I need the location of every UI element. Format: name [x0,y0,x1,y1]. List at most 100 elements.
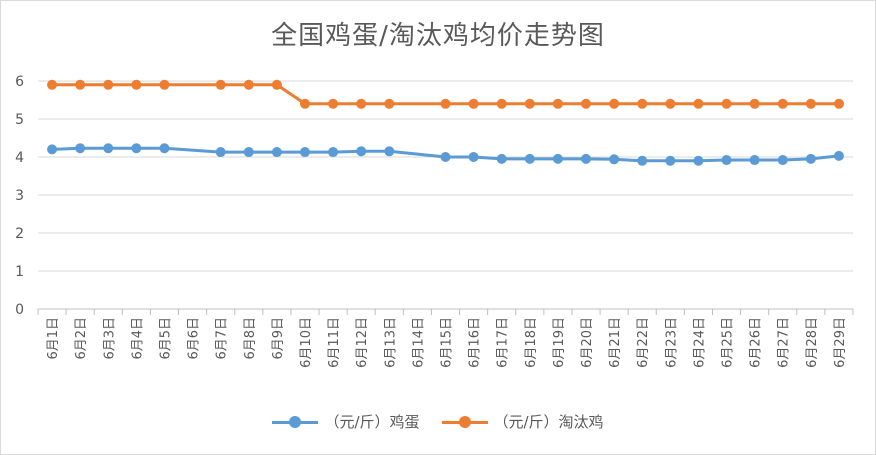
y-tick-label-3: 3 [15,188,24,204]
data-point-series-2 [271,79,282,90]
x-tick-label: 6月11日 [327,317,342,368]
data-point-series-1 [356,146,367,157]
data-point-series-2 [496,98,507,109]
data-point-series-2 [356,98,367,109]
x-axis [37,308,854,315]
x-tick-label: 6月20日 [580,317,595,368]
data-point-series-2 [693,98,704,109]
x-tick-label: 6月13日 [383,317,398,368]
data-point-series-1 [524,153,535,164]
x-tick-label: 6月21日 [608,317,623,368]
legend-item-series-2[interactable]: （元/斤）淘汰鸡 [441,411,604,432]
x-tick-label: 6月22日 [636,317,651,368]
y-tick-label-6: 6 [15,74,24,90]
x-tick-label: 6月10日 [299,317,314,368]
data-point-series-2 [833,98,844,109]
x-tick-label: 6月7日 [215,317,230,360]
x-tick-label: 6月23日 [664,317,679,368]
legend-label-series-1: （元/斤）鸡蛋 [324,413,420,431]
data-point-series-2 [47,79,58,90]
data-point-series-1 [581,153,592,164]
data-point-series-1 [131,143,142,154]
legend-label-series-2: （元/斤）淘汰鸡 [493,413,604,431]
chart-title: 全国鸡蛋/淘汰鸡均价走势图 [271,21,605,51]
x-tick-label: 6月9日 [271,317,286,360]
x-tick-label: 6月17日 [496,317,511,368]
data-point-series-2 [159,79,170,90]
series-layer [47,79,844,166]
data-point-series-2 [552,98,563,109]
data-point-series-1 [328,147,339,158]
y-tick-labels: 0 1 2 3 4 5 6 [15,74,24,318]
data-point-series-2 [299,98,310,109]
data-point-series-2 [328,98,339,109]
data-point-series-1 [159,143,170,154]
legend-marker-series-2 [458,415,471,428]
x-tick-label: 6月16日 [468,317,483,368]
data-point-series-1 [609,154,620,165]
data-point-series-1 [833,150,844,161]
data-point-series-2 [524,98,535,109]
x-tick-label: 6月27日 [777,317,792,368]
x-tick-label: 6月25日 [721,317,736,368]
data-point-series-1 [777,155,788,166]
data-point-series-2 [665,98,676,109]
y-tick-label-0: 0 [15,302,24,318]
x-tick-label: 6月28日 [805,317,820,368]
data-point-series-1 [103,143,114,154]
x-tick-label: 6月18日 [524,317,539,368]
y-tick-label-1: 1 [15,264,24,280]
data-point-series-2 [805,98,816,109]
data-point-series-1 [384,146,395,157]
data-point-series-2 [243,79,254,90]
data-point-series-1 [805,153,816,164]
x-tick-label: 6月12日 [355,317,370,368]
data-point-series-1 [721,155,732,166]
legend-item-series-1[interactable]: （元/斤）鸡蛋 [272,411,420,432]
data-point-series-2 [384,98,395,109]
x-tick-label: 6月4日 [130,317,145,360]
y-tick-label-2: 2 [15,226,24,242]
x-tick-label: 6月6日 [187,317,202,360]
data-point-series-1 [440,152,451,162]
data-point-series-1 [637,155,648,166]
x-tick-label: 6月15日 [440,317,455,368]
data-point-series-2 [609,98,620,109]
x-tick-label: 6月19日 [552,317,567,368]
data-point-series-2 [215,79,226,90]
x-tick-label: 6月3日 [102,317,117,360]
data-point-series-2 [75,79,86,90]
data-point-series-2 [749,98,760,109]
data-point-series-2 [131,79,142,90]
legend-swatch-series-2 [441,415,488,428]
data-point-series-1 [665,155,676,166]
legend-swatch-series-1 [272,415,319,428]
data-point-series-2 [777,98,788,109]
data-point-series-1 [468,152,479,162]
data-point-series-1 [693,155,704,166]
data-point-series-2 [468,98,479,109]
data-point-series-1 [496,153,507,164]
line-chart: 0 1 2 3 4 5 6 6月1日 6月2日 6月3日 6月4日 6月5日 6月6日 6月7日 6月8日… [15,74,854,368]
x-tick-label: 6月24日 [692,317,707,368]
data-point-series-2 [721,98,732,109]
legend-marker-series-1 [289,415,302,428]
x-tick-label: 6月1日 [46,317,61,360]
x-tick-label: 6月29日 [833,317,848,368]
data-point-series-1 [271,147,282,158]
x-tick-label: 6月14日 [411,317,426,368]
x-tick-label: 6月5日 [158,317,173,360]
data-point-series-2 [103,79,114,90]
data-point-series-2 [637,98,648,109]
data-point-series-1 [243,147,254,158]
data-point-series-1 [75,143,86,154]
y-tick-label-4: 4 [15,150,24,166]
data-point-series-1 [299,147,310,158]
data-point-series-2 [581,98,592,109]
gridlines [38,80,853,272]
y-tick-label-5: 5 [15,112,24,128]
data-point-series-2 [440,98,451,109]
x-tick-label: 6月8日 [243,317,258,360]
legend: （元/斤）鸡蛋 （元/斤）淘汰鸡 [1,411,875,432]
